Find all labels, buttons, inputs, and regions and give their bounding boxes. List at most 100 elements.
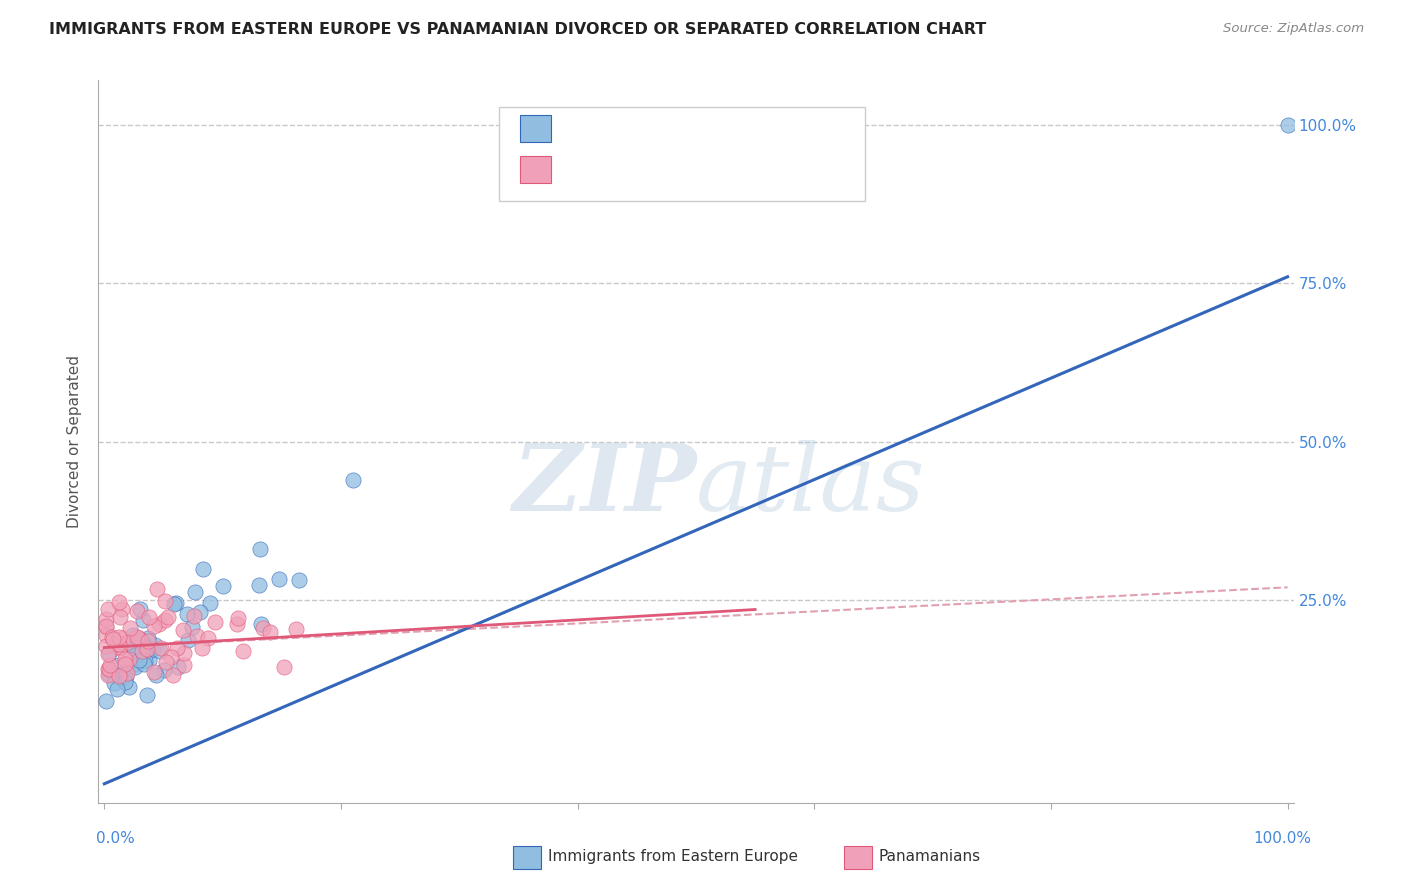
Point	[101, 632, 124, 646]
Text: R = 0.822   N = 53: R = 0.822 N = 53	[562, 120, 733, 137]
Text: 0.0%: 0.0%	[96, 831, 135, 846]
Point	[124, 657, 146, 672]
Point	[124, 660, 146, 674]
Point	[121, 628, 143, 642]
Point	[114, 657, 136, 672]
Point	[94, 612, 117, 626]
Point	[112, 631, 135, 645]
Point	[163, 597, 186, 611]
Point	[107, 637, 129, 651]
Point	[288, 574, 311, 588]
Point	[138, 653, 160, 667]
Point	[204, 615, 226, 630]
Point	[108, 637, 131, 651]
Point	[138, 644, 160, 658]
Point	[96, 619, 118, 633]
Point	[267, 572, 290, 586]
Point	[134, 638, 156, 652]
Text: Immigrants from Eastern Europe: Immigrants from Eastern Europe	[548, 849, 799, 863]
Point	[153, 664, 176, 678]
Point	[166, 641, 188, 656]
Point	[129, 632, 152, 647]
Point	[96, 662, 118, 676]
Point	[94, 694, 117, 708]
Point	[97, 646, 120, 660]
Point	[173, 657, 195, 672]
Point	[94, 639, 117, 653]
Point	[108, 640, 131, 654]
Point	[107, 640, 129, 655]
Point	[98, 664, 121, 678]
Point	[138, 610, 160, 624]
Point	[117, 634, 139, 648]
Point	[107, 595, 129, 609]
Point	[135, 688, 157, 702]
Point	[232, 644, 254, 658]
Point	[97, 662, 120, 676]
Text: ZIP: ZIP	[512, 440, 696, 530]
Point	[131, 645, 153, 659]
Point	[165, 596, 187, 610]
Text: R = 0.189   N = 63: R = 0.189 N = 63	[562, 161, 733, 178]
Point	[142, 619, 165, 633]
Point	[134, 654, 156, 668]
Point	[146, 582, 169, 596]
Point	[110, 602, 132, 616]
Point	[101, 630, 124, 644]
Point	[148, 616, 170, 631]
Y-axis label: Divorced or Separated: Divorced or Separated	[67, 355, 83, 528]
Point	[110, 671, 132, 685]
Text: atlas: atlas	[696, 440, 925, 530]
Point	[114, 665, 136, 680]
Point	[173, 646, 195, 660]
Point	[181, 620, 204, 634]
Point	[1277, 118, 1299, 132]
Point	[177, 633, 200, 648]
Point	[143, 665, 166, 679]
Point	[132, 613, 155, 627]
Point	[115, 666, 138, 681]
Point	[200, 596, 222, 610]
Point	[97, 602, 120, 616]
Point	[122, 641, 145, 656]
Text: IMMIGRANTS FROM EASTERN EUROPE VS PANAMANIAN DIVORCED OR SEPARATED CORRELATION C: IMMIGRANTS FROM EASTERN EUROPE VS PANAMA…	[49, 22, 987, 37]
Point	[145, 668, 167, 682]
Point	[284, 622, 307, 636]
Text: Panamanians: Panamanians	[879, 849, 981, 863]
Point	[105, 681, 128, 696]
Point	[108, 610, 131, 624]
Point	[172, 623, 194, 637]
Point	[108, 658, 131, 673]
Point	[188, 605, 211, 619]
Point	[103, 675, 125, 690]
Point	[249, 541, 271, 556]
Point	[125, 630, 148, 644]
Point	[249, 617, 271, 632]
Point	[259, 625, 281, 640]
Point	[97, 668, 120, 682]
Point	[149, 644, 172, 658]
Point	[159, 649, 181, 664]
Point	[114, 652, 136, 666]
Point	[155, 655, 177, 669]
Point	[136, 631, 159, 645]
Text: Source: ZipAtlas.com: Source: ZipAtlas.com	[1223, 22, 1364, 36]
Point	[186, 629, 208, 643]
Point	[183, 585, 205, 599]
Point	[118, 652, 141, 666]
Point	[153, 614, 176, 628]
Point	[142, 642, 165, 657]
Point	[197, 631, 219, 645]
Point	[342, 473, 364, 487]
Point	[94, 628, 117, 642]
Point	[118, 622, 141, 636]
Point	[167, 659, 190, 673]
Point	[211, 579, 233, 593]
Point	[132, 657, 155, 671]
Point	[135, 642, 157, 657]
Point	[176, 607, 198, 622]
Point	[226, 611, 249, 625]
Point	[125, 603, 148, 617]
Point	[191, 641, 214, 656]
Point	[273, 659, 295, 673]
